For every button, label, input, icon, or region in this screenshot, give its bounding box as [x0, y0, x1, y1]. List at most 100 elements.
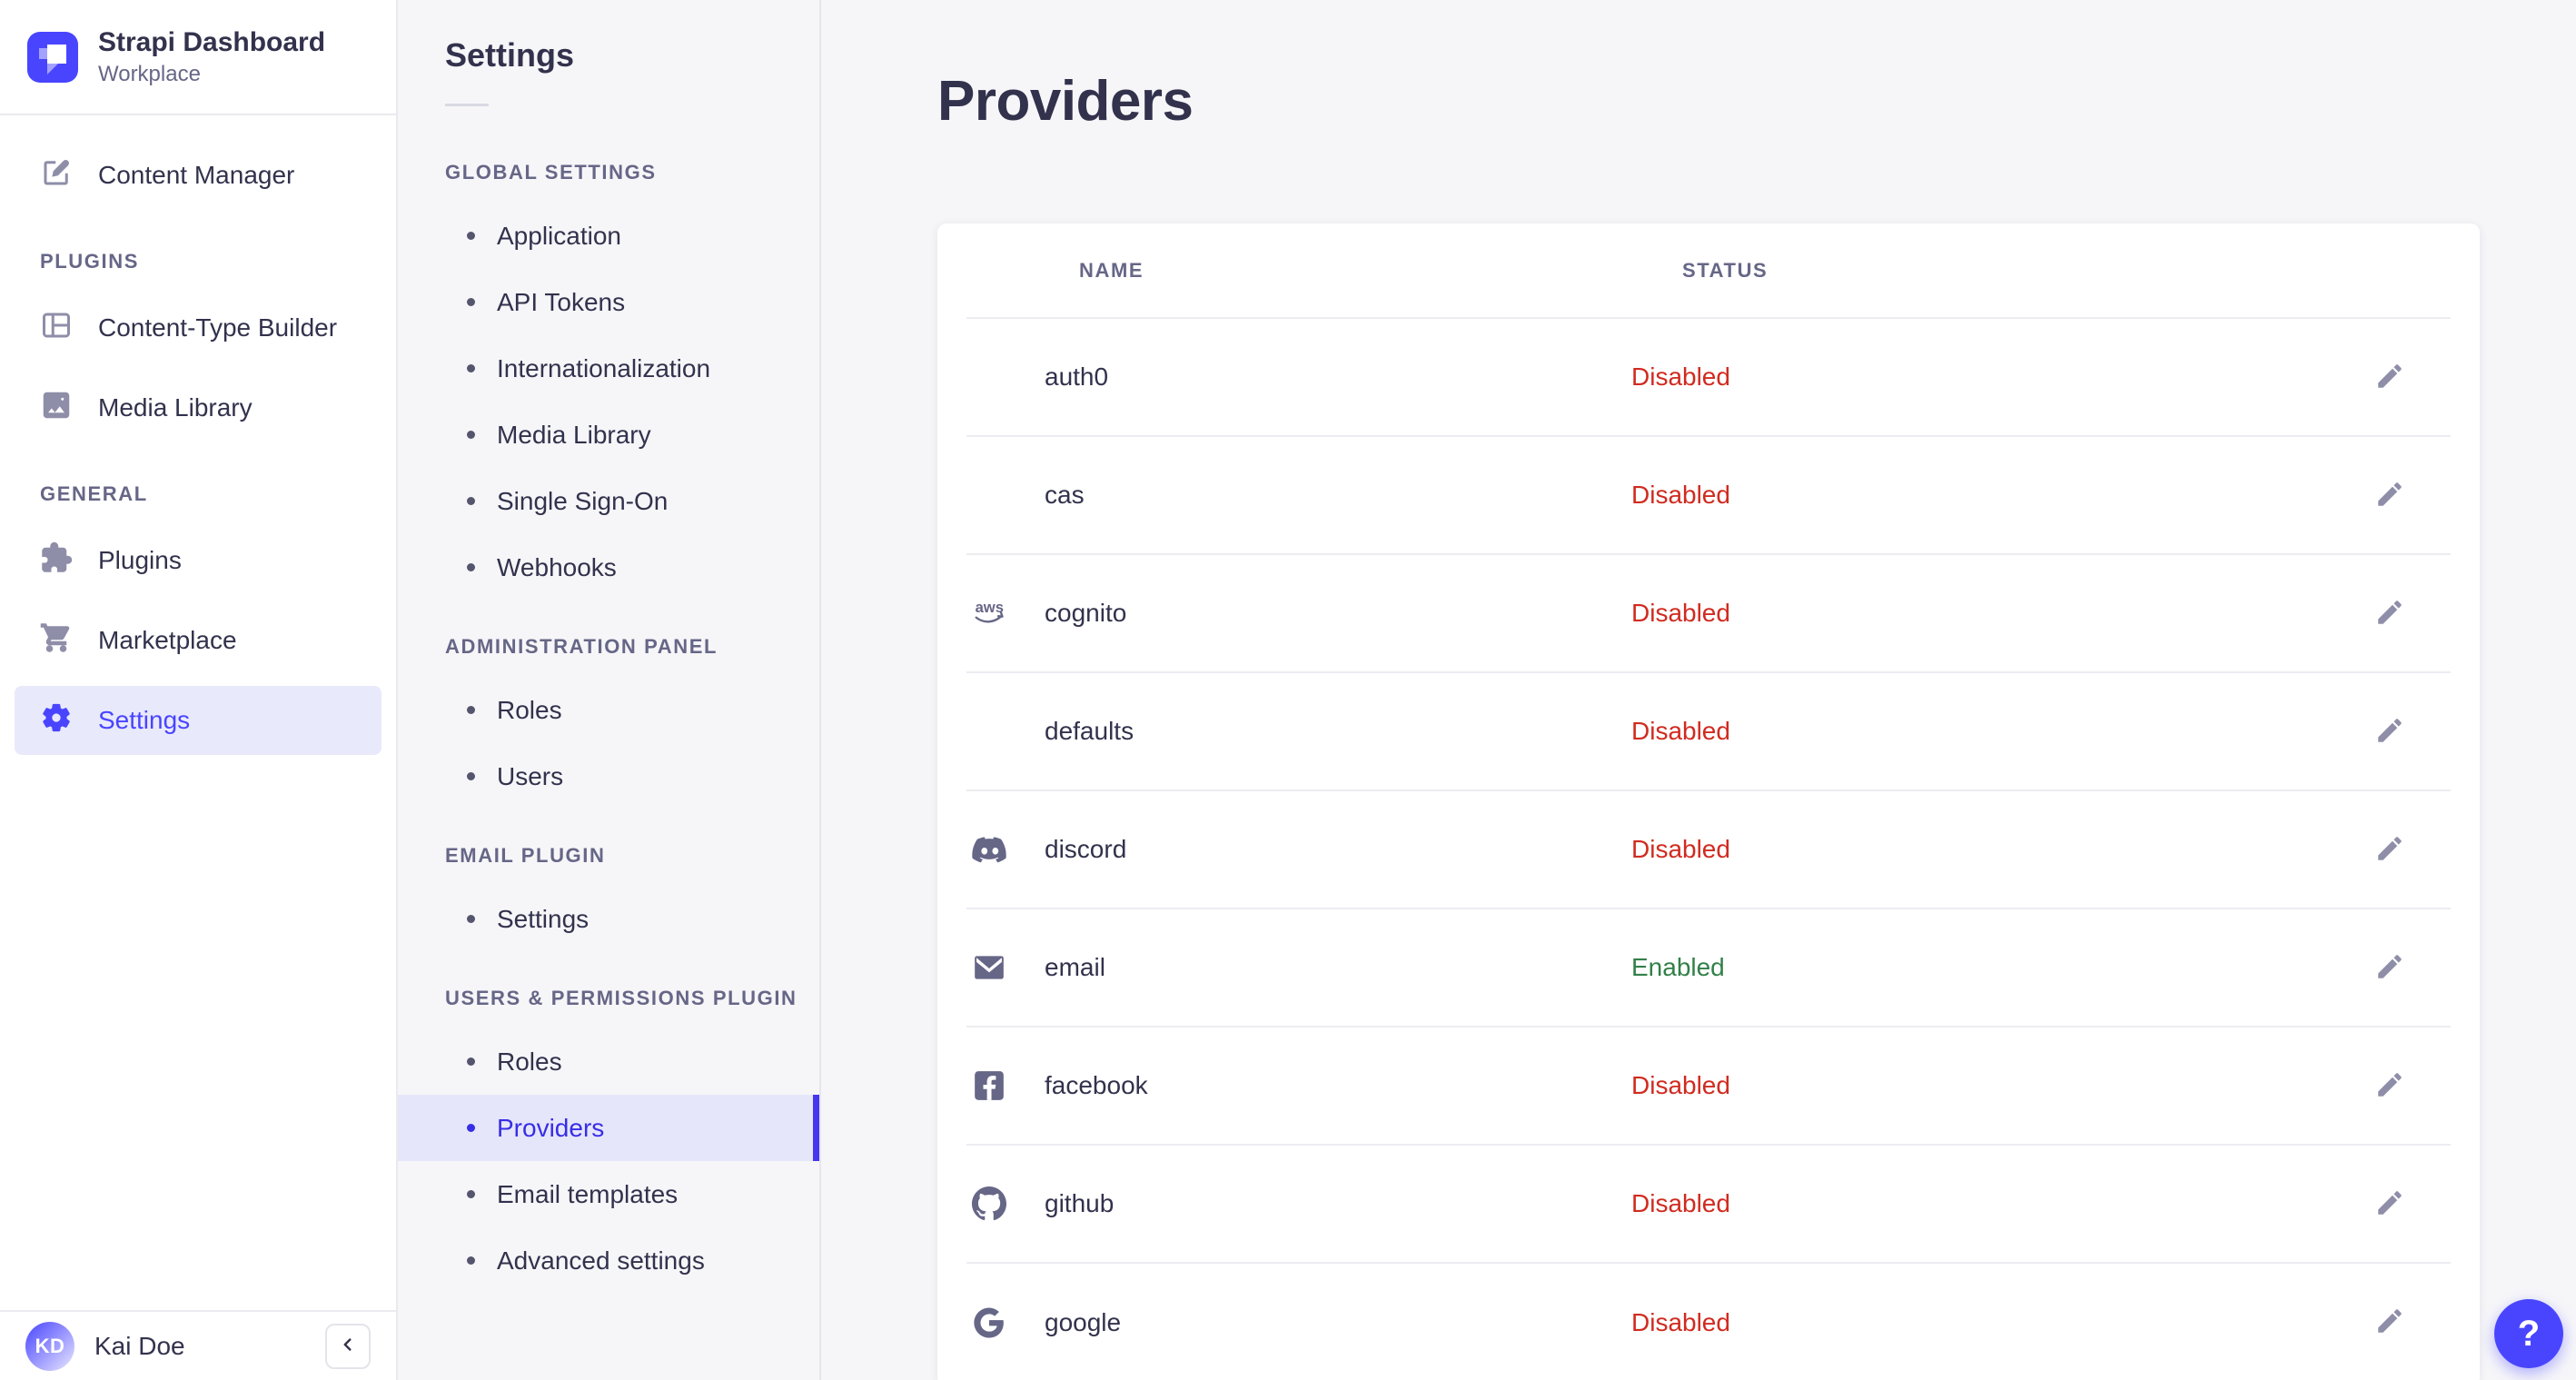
sidebar-item-label: Media Library	[98, 393, 253, 422]
svg-text:aws: aws	[976, 599, 1004, 616]
edit-provider-button[interactable]	[2369, 1182, 2411, 1226]
workspace-switcher[interactable]: Strapi Dashboard Workplace	[0, 0, 396, 115]
subnav-item-webhooks[interactable]: Webhooks	[398, 534, 819, 601]
edit-provider-button[interactable]	[2369, 828, 2411, 872]
table-row-facebook[interactable]: facebook Disabled	[966, 1027, 2451, 1145]
workspace-name: Workplace	[98, 61, 201, 86]
actions-column-header	[2305, 223, 2451, 318]
chevron-left-icon	[338, 1335, 358, 1357]
user-name: Kai Doe	[94, 1331, 185, 1360]
subnav-section-global-settings: GLOBAL SETTINGS	[445, 161, 657, 184]
subnav-item-api-tokens[interactable]: API Tokens	[398, 269, 819, 335]
subnav-item-internationalization[interactable]: Internationalization	[398, 335, 819, 402]
subnav-item-label: Single Sign-On	[497, 486, 669, 515]
facebook-icon	[966, 1068, 1045, 1103]
sidebar-item-media-library[interactable]: Media Library	[15, 373, 381, 442]
subnav-section-administration-panel: ADMINISTRATION PANEL	[445, 635, 718, 658]
table-row-email[interactable]: email Enabled	[966, 908, 2451, 1027]
table-row-github[interactable]: github Disabled	[966, 1145, 2451, 1263]
help-button[interactable]: ?	[2494, 1299, 2563, 1368]
provider-name: google	[1045, 1307, 1122, 1336]
pencil-icon	[2378, 600, 2402, 624]
sidebar-section-plugins: PLUGINS	[40, 250, 139, 273]
subnav-item-advanced-settings[interactable]: Advanced settings	[398, 1227, 819, 1294]
subnav-item-label: Advanced settings	[497, 1246, 705, 1275]
sidebar-item-marketplace[interactable]: Marketplace	[15, 606, 381, 675]
avatar[interactable]: KD	[25, 1321, 74, 1371]
subnav-item-label: Providers	[497, 1113, 605, 1142]
subnav-item-up-roles[interactable]: Roles	[398, 1028, 819, 1095]
sidebar-item-settings[interactable]: Settings	[15, 686, 381, 755]
provider-name: auth0	[1045, 362, 1109, 391]
icon-column-header	[966, 223, 1045, 318]
table-row-google[interactable]: google Disabled	[966, 1263, 2451, 1380]
edit-provider-button[interactable]	[2369, 591, 2411, 636]
subnav-item-label: Media Library	[497, 420, 651, 449]
bullet-icon	[467, 1124, 475, 1132]
table-header-row: NAME STATUS	[966, 223, 2451, 318]
edit-provider-button[interactable]	[2369, 1064, 2411, 1108]
sidebar-item-label: Settings	[98, 706, 191, 734]
discord-icon	[966, 832, 1045, 867]
edit-provider-button[interactable]	[2369, 710, 2411, 754]
bullet-icon	[467, 915, 475, 923]
subnav-item-application[interactable]: Application	[398, 203, 819, 269]
bullet-icon	[467, 1190, 475, 1198]
sidebar-item-plugins[interactable]: Plugins	[15, 526, 381, 595]
collapse-sidebar-button[interactable]	[325, 1323, 371, 1369]
status-badge: Disabled	[1631, 717, 1730, 745]
edit-provider-button[interactable]	[2369, 355, 2411, 400]
subnav-item-admin-users[interactable]: Users	[398, 743, 819, 809]
status-column-header: STATUS	[1682, 258, 1769, 282]
subnav-item-email-templates[interactable]: Email templates	[398, 1161, 819, 1227]
status-badge: Disabled	[1631, 1071, 1730, 1099]
subnav-section-email-plugin: EMAIL PLUGIN	[445, 844, 606, 867]
bullet-icon	[467, 364, 475, 372]
subnav-item-email-settings[interactable]: Settings	[398, 886, 819, 952]
table-row-auth0[interactable]: auth0 Disabled	[966, 318, 2451, 436]
subnav-title: Settings	[445, 36, 575, 74]
pencil-icon	[2378, 836, 2402, 860]
subnav-item-media-library[interactable]: Media Library	[398, 402, 819, 468]
subnav-item-label: Webhooks	[497, 552, 617, 581]
status-badge: Disabled	[1631, 1189, 1730, 1217]
envelope-icon	[966, 950, 1045, 985]
table-row-cas[interactable]: cas Disabled	[966, 436, 2451, 554]
aws-icon: aws	[966, 596, 1045, 630]
status-badge: Disabled	[1631, 835, 1730, 863]
status-badge: Disabled	[1631, 599, 1730, 627]
app-title: Strapi Dashboard	[98, 26, 326, 57]
subnav-item-label: Email templates	[497, 1179, 679, 1208]
sidebar-item-label: Plugins	[98, 546, 182, 574]
provider-name: cognito	[1045, 599, 1127, 627]
sidebar-item-content-type-builder[interactable]: Content-Type Builder	[15, 293, 381, 362]
edit-provider-button[interactable]	[2369, 946, 2411, 990]
subnav-item-providers[interactable]: Providers	[398, 1095, 819, 1161]
status-badge: Disabled	[1631, 481, 1730, 509]
layout-icon	[40, 309, 73, 348]
edit-provider-button[interactable]	[2369, 473, 2411, 518]
pencil-icon	[2378, 954, 2402, 978]
sidebar-item-content-manager[interactable]: Content Manager	[15, 141, 381, 210]
subnav-item-admin-roles[interactable]: Roles	[398, 677, 819, 743]
page-title: Providers	[937, 70, 1194, 133]
pencil-icon	[2378, 1190, 2402, 1215]
bullet-icon	[467, 431, 475, 439]
sidebar-section-general: GENERAL	[40, 482, 148, 505]
strapi-logo-icon	[27, 31, 78, 83]
table-row-defaults[interactable]: defaults Disabled	[966, 672, 2451, 790]
subnav-item-single-sign-on[interactable]: Single Sign-On	[398, 468, 819, 534]
bullet-icon	[467, 497, 475, 505]
table-row-discord[interactable]: discord Disabled	[966, 790, 2451, 908]
table-row-cognito[interactable]: aws cognito Disabled	[966, 554, 2451, 672]
user-area: KD Kai Doe	[0, 1310, 396, 1380]
bullet-icon	[467, 772, 475, 780]
edit-provider-button[interactable]	[2369, 1300, 2411, 1345]
sidebar-item-label: Marketplace	[98, 626, 237, 654]
bullet-icon	[467, 1256, 475, 1265]
subnav-item-label: Roles	[497, 1047, 562, 1076]
pencil-icon	[2378, 1309, 2402, 1333]
subnav-item-label: Users	[497, 761, 564, 790]
feather-edit-icon	[40, 156, 73, 195]
bullet-icon	[467, 298, 475, 306]
